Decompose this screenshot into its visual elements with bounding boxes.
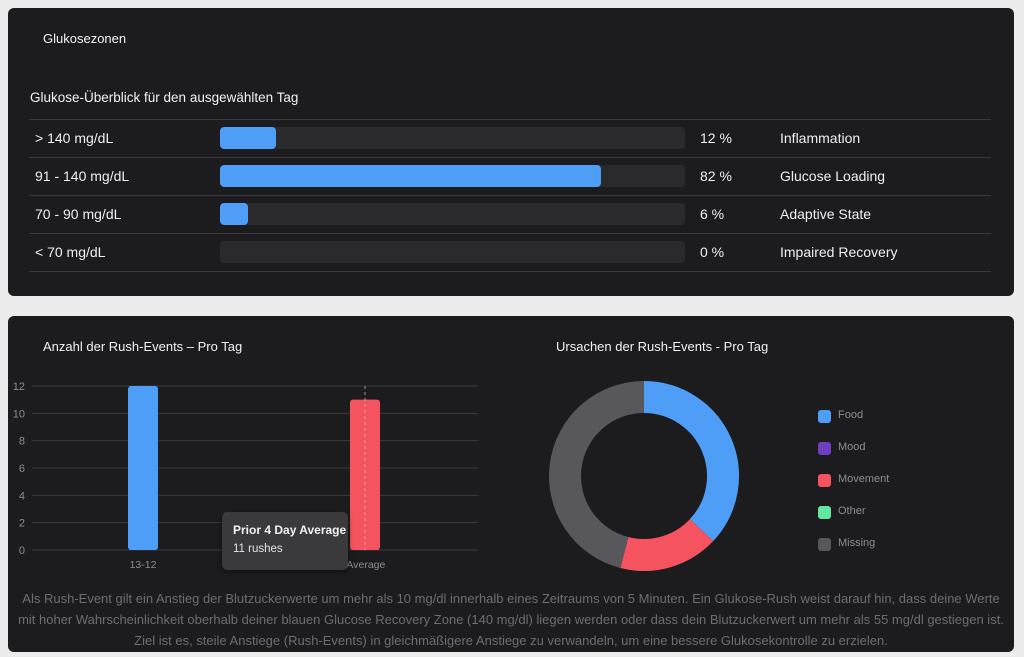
- zone-percent: 6 %: [700, 206, 725, 222]
- overview-title: Glukose-Überblick für den ausgewählten T…: [30, 90, 299, 105]
- legend-swatch: [818, 538, 831, 551]
- y-tick-label: 12: [13, 381, 25, 393]
- rush-causes-donut-chart: [549, 381, 739, 571]
- x-tick-label: 13-12: [130, 559, 157, 571]
- chart-tooltip: Prior 4 Day Average 11 rushes: [222, 512, 348, 570]
- bar-chart-title: Anzahl der Rush-Events – Pro Tag: [43, 339, 243, 354]
- zone-row: < 70 mg/dL 0 % Impaired Recovery: [29, 233, 991, 272]
- y-tick-label: 10: [13, 408, 25, 420]
- legend-label: Movement: [838, 473, 890, 485]
- zone-label: Glucose Loading: [780, 168, 886, 184]
- tooltip-title: Prior 4 Day Average: [233, 523, 347, 537]
- zone-percent: 12 %: [700, 130, 732, 146]
- zone-percent: 82 %: [700, 168, 732, 184]
- zone-row: 70 - 90 mg/dL 6 % Adaptive State: [29, 195, 991, 233]
- zone-range: 91 - 140 mg/dL: [35, 168, 130, 184]
- legend-swatch: [818, 506, 831, 519]
- zone-label: Inflammation: [780, 130, 861, 146]
- legend-swatch: [818, 474, 831, 487]
- donut-slice-missing: [549, 381, 645, 569]
- y-tick-label: 8: [19, 436, 25, 448]
- legend-label: Food: [838, 409, 864, 421]
- legend-swatch: [818, 442, 831, 455]
- zone-bar-fill: [220, 165, 602, 187]
- legend-label: Missing: [838, 537, 876, 549]
- bar: [128, 386, 158, 550]
- rush-events-card: Anzahl der Rush-Events – Pro Tag Ursache…: [8, 316, 1014, 652]
- donut-chart-title: Ursachen der Rush-Events - Pro Tag: [556, 339, 769, 354]
- zone-row: 91 - 140 mg/dL 82 % Glucose Loading: [29, 157, 991, 195]
- donut-slice-food: [643, 381, 739, 542]
- zone-bar-fill: [220, 127, 276, 149]
- zone-bar-track: [220, 203, 685, 225]
- legend-swatch: [818, 410, 831, 423]
- zone-label: Adaptive State: [780, 206, 872, 222]
- legend-label: Mood: [838, 441, 866, 453]
- zone-bar-track: [220, 127, 685, 149]
- zone-bar-fill: [220, 203, 248, 225]
- tooltip-value: 11 rushes: [233, 543, 283, 555]
- glucose-zones-card: Glukosezonen Glukose-Überblick für den a…: [8, 8, 1014, 296]
- zone-percent: 0 %: [700, 244, 725, 260]
- zone-table: > 140 mg/dL 12 % Inflammation 91 - 140 mg/d…: [29, 119, 991, 272]
- y-tick-label: 6: [19, 463, 25, 475]
- bar: [350, 399, 380, 550]
- zone-range: < 70 mg/dL: [35, 244, 106, 260]
- y-tick-label: 0: [19, 545, 25, 557]
- rush-event-explanation: Als Rush-Event gilt ein Anstieg der Blut…: [18, 591, 1004, 648]
- zone-row: > 140 mg/dL 12 % Inflammation: [29, 119, 991, 157]
- y-tick-label: 4: [19, 490, 25, 502]
- zone-range: > 140 mg/dL: [35, 130, 114, 146]
- zone-range: 70 - 90 mg/dL: [35, 206, 122, 222]
- y-tick-label: 2: [19, 518, 25, 530]
- zone-bar-track: [220, 241, 685, 263]
- zones-card-title: Glukosezonen: [43, 31, 127, 46]
- zone-label: Impaired Recovery: [780, 244, 898, 260]
- legend-label: Other: [838, 505, 866, 517]
- donut-slice-movement: [620, 518, 714, 571]
- zone-bar-track: [220, 165, 685, 187]
